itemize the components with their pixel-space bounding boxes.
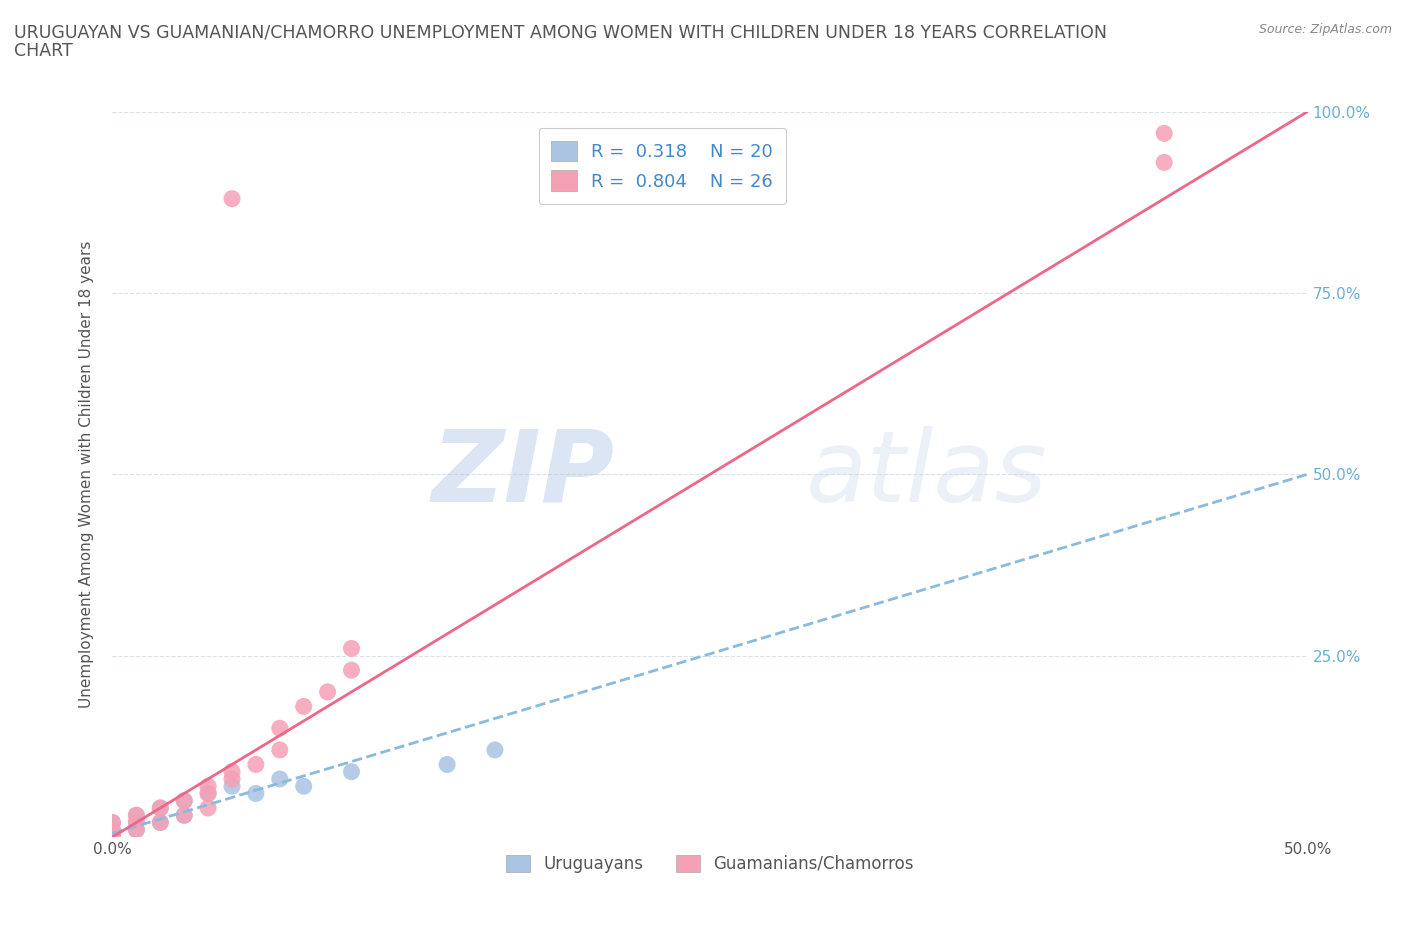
Point [197, 786, 219, 801]
Point [101, 822, 124, 837]
Text: ZIP: ZIP [432, 426, 614, 523]
Point [292, 778, 315, 793]
Point [269, 721, 291, 736]
Point [269, 742, 291, 757]
Point [173, 793, 195, 808]
Point [125, 808, 148, 823]
Text: CHART: CHART [14, 42, 73, 60]
Point [101, 815, 124, 830]
Text: URUGUAYAN VS GUAMANIAN/CHAMORRO UNEMPLOYMENT AMONG WOMEN WITH CHILDREN UNDER 18 : URUGUAYAN VS GUAMANIAN/CHAMORRO UNEMPLOY… [14, 23, 1107, 41]
Point [101, 830, 124, 844]
Point [101, 830, 124, 844]
Point [125, 815, 148, 830]
Point [436, 757, 458, 772]
Point [340, 663, 363, 678]
Point [1153, 155, 1175, 170]
Point [149, 815, 172, 830]
Point [221, 764, 243, 779]
Point [149, 815, 172, 830]
Point [221, 778, 243, 793]
Point [173, 793, 195, 808]
Point [292, 699, 315, 714]
Point [245, 786, 267, 801]
Point [197, 778, 219, 793]
Point [197, 786, 219, 801]
Point [221, 772, 243, 787]
Point [125, 808, 148, 823]
Text: Source: ZipAtlas.com: Source: ZipAtlas.com [1258, 23, 1392, 36]
Point [269, 772, 291, 787]
Point [221, 192, 243, 206]
Legend: Uruguayans, Guamanians/Chamorros: Uruguayans, Guamanians/Chamorros [499, 848, 921, 880]
Point [101, 830, 124, 844]
Point [173, 808, 195, 823]
Point [340, 641, 363, 656]
Point [125, 822, 148, 837]
Point [173, 808, 195, 823]
Point [101, 815, 124, 830]
Point [340, 764, 363, 779]
Point [125, 822, 148, 837]
Point [125, 815, 148, 830]
Point [149, 801, 172, 816]
Point [197, 801, 219, 816]
Point [149, 801, 172, 816]
Text: atlas: atlas [806, 426, 1047, 523]
Point [245, 757, 267, 772]
Point [101, 830, 124, 844]
Point [484, 742, 506, 757]
Point [101, 822, 124, 837]
Y-axis label: Unemployment Among Women with Children Under 18 years: Unemployment Among Women with Children U… [79, 241, 94, 708]
Point [101, 830, 124, 844]
Point [1153, 126, 1175, 140]
Point [316, 684, 339, 699]
